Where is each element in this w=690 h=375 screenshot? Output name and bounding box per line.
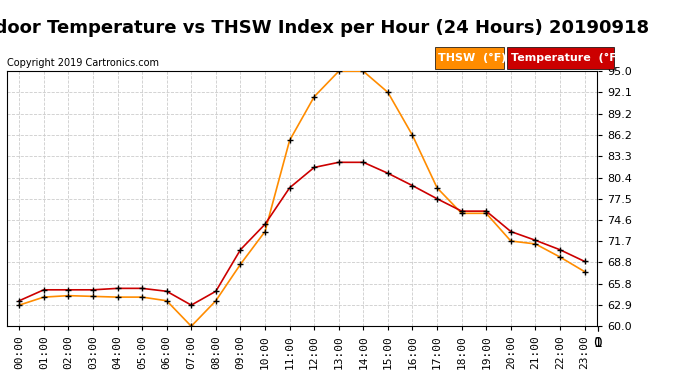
Text: Outdoor Temperature vs THSW Index per Hour (24 Hours) 20190918: Outdoor Temperature vs THSW Index per Ho… [0,19,649,37]
Text: Temperature  (°F): Temperature (°F) [511,53,622,63]
Text: Copyright 2019 Cartronics.com: Copyright 2019 Cartronics.com [7,58,159,68]
Text: THSW  (°F): THSW (°F) [438,53,506,63]
